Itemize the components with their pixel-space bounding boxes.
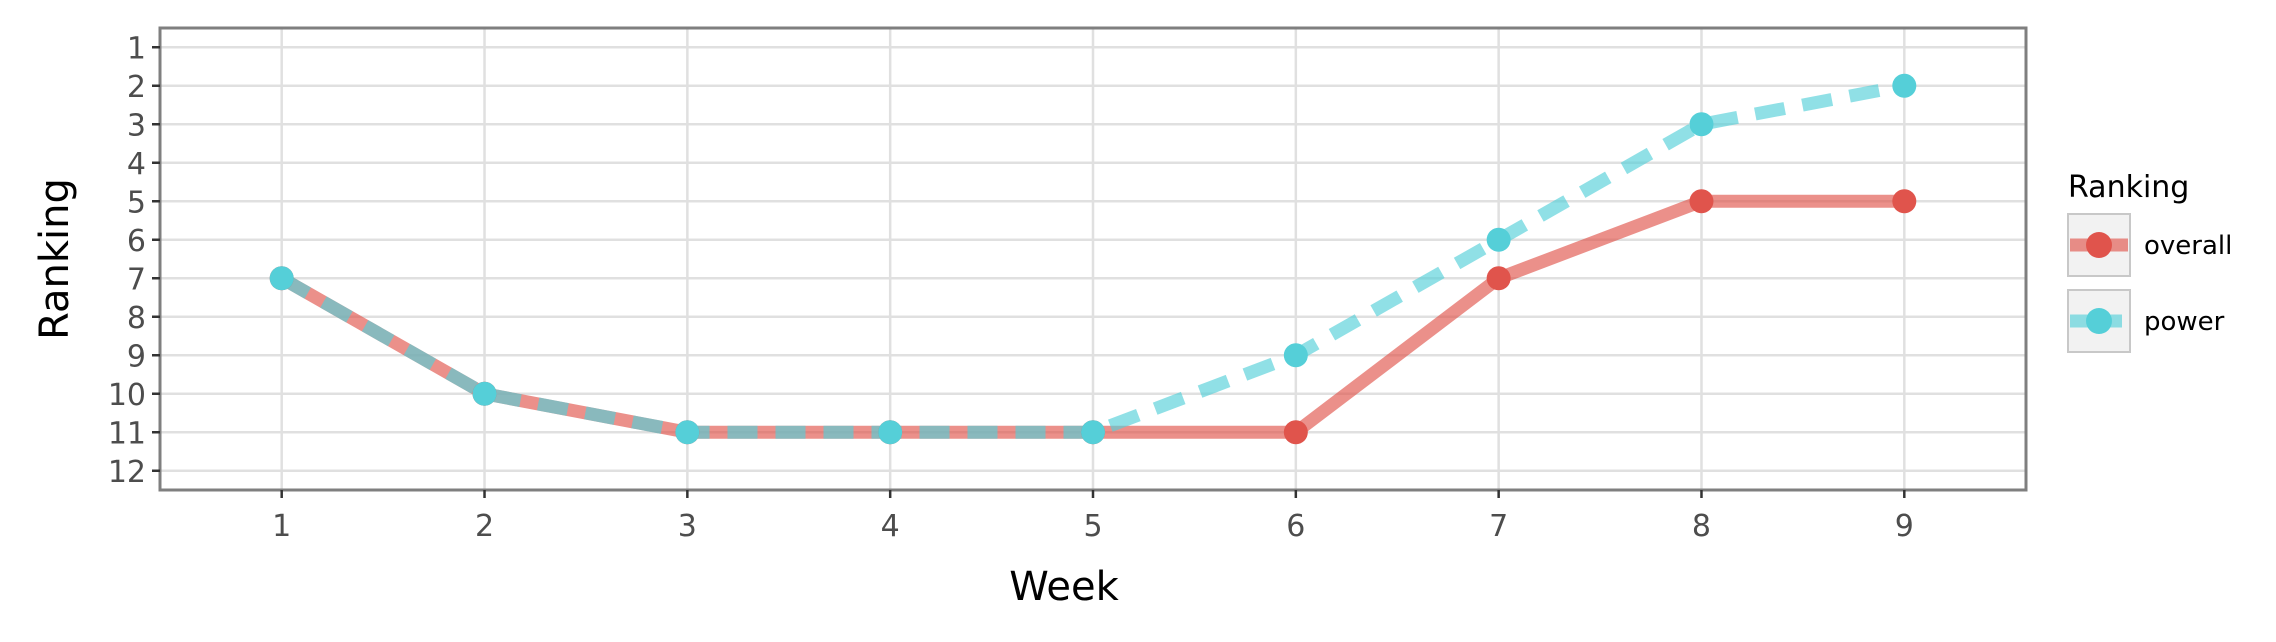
x-tick-label: 7 xyxy=(1489,509,1508,544)
y-tick-label: 3 xyxy=(127,108,146,143)
data-point-overall xyxy=(1486,266,1511,291)
data-point-power xyxy=(1486,227,1511,252)
data-point-power xyxy=(472,381,497,406)
x-tick-label: 2 xyxy=(475,509,494,544)
y-axis-title: Ranking xyxy=(32,178,78,340)
data-point-overall xyxy=(1689,189,1714,214)
legend-marker-power xyxy=(2086,308,2112,334)
x-axis: 1 2 3 4 5 6 7 8 9 xyxy=(272,490,1914,544)
legend-label-power: power xyxy=(2144,307,2225,337)
x-tick-label: 9 xyxy=(1895,509,1914,544)
y-tick-label: 1 xyxy=(127,31,146,66)
legend: Ranking overall power xyxy=(2067,170,2232,353)
y-tick-label: 4 xyxy=(127,147,146,182)
legend-label-overall: overall xyxy=(2144,231,2232,261)
data-point-overall xyxy=(1892,189,1917,214)
grid-lines xyxy=(160,28,2026,490)
legend-marker-overall xyxy=(2086,232,2112,258)
y-tick-label: 10 xyxy=(108,378,146,413)
data-point-overall xyxy=(1283,420,1308,445)
y-tick-label: 12 xyxy=(108,455,146,490)
x-tick-label: 6 xyxy=(1286,509,1305,544)
legend-title: Ranking xyxy=(2068,170,2189,205)
y-tick-label: 11 xyxy=(108,416,146,451)
data-point-power xyxy=(269,266,294,291)
data-point-power xyxy=(1081,420,1105,445)
x-tick-label: 3 xyxy=(678,509,697,544)
y-tick-label: 2 xyxy=(127,70,146,105)
data-point-power xyxy=(1892,73,1917,98)
x-tick-label: 1 xyxy=(272,509,291,544)
x-tick-label: 4 xyxy=(881,509,900,544)
y-tick-label: 7 xyxy=(127,262,146,297)
y-tick-label: 8 xyxy=(127,301,146,336)
data-point-power xyxy=(878,420,903,445)
y-tick-label: 9 xyxy=(127,339,146,374)
y-tick-label: 6 xyxy=(127,224,146,259)
x-axis-title: Week xyxy=(1009,564,1119,610)
data-point-power xyxy=(1283,343,1308,368)
x-tick-label: 8 xyxy=(1692,509,1711,544)
x-tick-label: 5 xyxy=(1083,509,1102,544)
data-point-power xyxy=(675,420,700,445)
series-layer xyxy=(269,73,1917,445)
y-tick-label: 5 xyxy=(127,185,146,220)
data-point-power xyxy=(1689,112,1714,137)
